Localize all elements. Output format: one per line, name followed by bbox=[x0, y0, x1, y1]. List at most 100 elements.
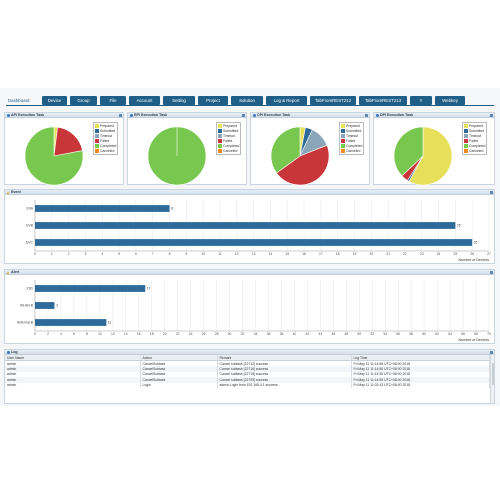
legend-item-failed[interactable]: Failed bbox=[95, 139, 116, 144]
legend-item-completed[interactable]: Completed bbox=[218, 144, 239, 149]
table-row[interactable]: admin CancelSubtask Cancel subtask [2271… bbox=[5, 366, 490, 372]
chart-icon bbox=[6, 114, 10, 117]
legend-item-canceled[interactable]: Canceled bbox=[341, 149, 362, 154]
collapse-icon[interactable] bbox=[489, 191, 493, 194]
legend-label: Submitted bbox=[469, 129, 485, 133]
column-header-action[interactable]: Action bbox=[140, 355, 218, 361]
x-tick-label: 3 bbox=[84, 252, 86, 256]
tab-account[interactable]: Account bbox=[129, 96, 160, 105]
x-tick-label: 56 bbox=[396, 332, 400, 336]
event-panel: Event 0 1 2 3 4 5 6 7 8 9 10 11 12 13 14 15 16 17 18 19 20 21… bbox=[4, 189, 495, 264]
collapse-icon[interactable] bbox=[489, 114, 493, 117]
x-axis-label: Number of Devices bbox=[458, 258, 489, 262]
tab-setting[interactable]: Setting bbox=[163, 96, 195, 105]
tab-dashboard[interactable]: Dashboard bbox=[8, 98, 30, 103]
panel-title: Event bbox=[11, 190, 21, 194]
legend-item-prepared[interactable]: Prepared bbox=[95, 124, 116, 129]
tab-solution[interactable]: Solution bbox=[231, 96, 263, 105]
legend-swatch bbox=[464, 144, 468, 148]
category-label: X3D bbox=[26, 287, 33, 291]
tab-webkey[interactable]: Webkey bbox=[435, 96, 465, 105]
x-tick-label: 25 bbox=[453, 252, 457, 256]
log-scrollbar[interactable] bbox=[490, 355, 494, 403]
cell-action: CancelSubtask bbox=[140, 371, 218, 377]
legend-label: Submitted bbox=[223, 129, 239, 133]
panel-header: DPI Execution Task bbox=[374, 113, 494, 118]
legend-item-failed[interactable]: Failed bbox=[464, 139, 485, 144]
legend-item-timeout[interactable]: Timeout bbox=[341, 134, 362, 139]
category-label: EVC bbox=[26, 241, 34, 245]
x-tick-label: 28 bbox=[215, 332, 219, 336]
legend-item-failed[interactable]: Failed bbox=[341, 139, 362, 144]
cell-user: admin bbox=[5, 377, 141, 383]
legend-item-submitted[interactable]: Submitted bbox=[341, 129, 362, 134]
legend-swatch bbox=[218, 134, 222, 138]
legend-label: Prepared bbox=[223, 124, 237, 128]
tab-y[interactable]: Y bbox=[410, 96, 432, 105]
table-row[interactable]: admin CancelSubtask Cancel subtask [2271… bbox=[5, 360, 490, 366]
tab-log-report[interactable]: Log & Report bbox=[266, 96, 307, 105]
legend-label: Failed bbox=[100, 139, 110, 143]
x-tick-label: 26 bbox=[202, 332, 206, 336]
panel-header: CPI Execution Task bbox=[251, 113, 369, 118]
legend-item-canceled[interactable]: Canceled bbox=[95, 149, 116, 154]
legend-item-timeout[interactable]: Timeout bbox=[95, 134, 116, 139]
table-row[interactable]: admin CancelSubtask Cancel subtask [2270… bbox=[5, 377, 490, 383]
tab-group[interactable]: Group bbox=[70, 96, 97, 105]
table-row[interactable]: admin CancelSubtask Cancel subtask [2271… bbox=[5, 371, 490, 377]
column-header-remark[interactable]: Remark bbox=[217, 355, 352, 361]
tab-project[interactable]: Project bbox=[198, 96, 228, 105]
legend-item-completed[interactable]: Completed bbox=[95, 144, 116, 149]
legend-item-failed[interactable]: Failed bbox=[218, 139, 239, 144]
legend-swatch bbox=[95, 139, 99, 143]
legend-item-prepared[interactable]: Prepared bbox=[464, 124, 485, 129]
legend-item-canceled[interactable]: Canceled bbox=[464, 149, 485, 154]
scroll-thumb[interactable] bbox=[491, 363, 494, 385]
legend-item-completed[interactable]: Completed bbox=[464, 144, 485, 149]
legend-item-submitted[interactable]: Submitted bbox=[464, 129, 485, 134]
column-header-log-time[interactable]: Log Time bbox=[351, 355, 490, 361]
legend-item-submitted[interactable]: Submitted bbox=[218, 129, 239, 134]
tab-file[interactable]: File bbox=[100, 96, 126, 105]
panel-title: Alert bbox=[11, 270, 20, 274]
legend-item-completed[interactable]: Completed bbox=[341, 144, 362, 149]
bar-evc bbox=[35, 239, 473, 246]
legend-swatch bbox=[95, 124, 99, 128]
x-tick-label: 8 bbox=[169, 252, 171, 256]
tab-tabfromrest212[interactable]: TabFromREST212 bbox=[310, 96, 356, 105]
column-header-user[interactable]: User Name bbox=[5, 355, 141, 361]
x-tick-label: 68 bbox=[474, 332, 478, 336]
collapse-icon[interactable] bbox=[241, 114, 245, 117]
legend-label: Completed bbox=[346, 144, 363, 148]
legend-item-timeout[interactable]: Timeout bbox=[464, 134, 485, 139]
chart-icon bbox=[252, 114, 256, 117]
x-tick-label: 14 bbox=[269, 252, 273, 256]
warning-icon bbox=[6, 190, 9, 194]
legend-swatch bbox=[95, 149, 99, 153]
legend-item-canceled[interactable]: Canceled bbox=[218, 149, 239, 154]
collapse-icon[interactable] bbox=[489, 271, 493, 274]
cell-user: admin bbox=[5, 382, 141, 388]
x-tick-label: 40 bbox=[293, 332, 297, 336]
category-label: EVA bbox=[26, 207, 33, 211]
api-task-legend: Prepared Submitted Timeout Failed Completed C… bbox=[93, 122, 119, 155]
cell-time: Fri May 11 11:02:43 UTC+08:00 2018 bbox=[351, 382, 490, 388]
legend-item-prepared[interactable]: Prepared bbox=[218, 124, 239, 129]
x-tick-label: 17 bbox=[319, 252, 323, 256]
cell-remark: Cancel subtask [22712] success bbox=[217, 360, 352, 366]
legend-item-submitted[interactable]: Submitted bbox=[95, 129, 116, 134]
tab-device[interactable]: Device bbox=[42, 96, 67, 105]
tab-tabfromrest213[interactable]: TabFromREST213 bbox=[359, 96, 407, 105]
rpi-task-pie-chart bbox=[147, 126, 207, 186]
cell-action: CancelSubtask bbox=[140, 377, 218, 383]
collapse-icon[interactable] bbox=[118, 114, 122, 117]
collapse-icon[interactable] bbox=[489, 351, 493, 354]
legend-label: Canceled bbox=[100, 149, 115, 153]
legend-item-prepared[interactable]: Prepared bbox=[341, 124, 362, 129]
legend-swatch bbox=[464, 129, 468, 133]
legend-item-timeout[interactable]: Timeout bbox=[218, 134, 239, 139]
collapse-icon[interactable] bbox=[364, 114, 368, 117]
x-tick-label: 52 bbox=[370, 332, 374, 336]
pie-slice-failed bbox=[53, 126, 83, 157]
table-row[interactable]: admin Login admin Login from 192.168.4.1… bbox=[5, 382, 490, 388]
